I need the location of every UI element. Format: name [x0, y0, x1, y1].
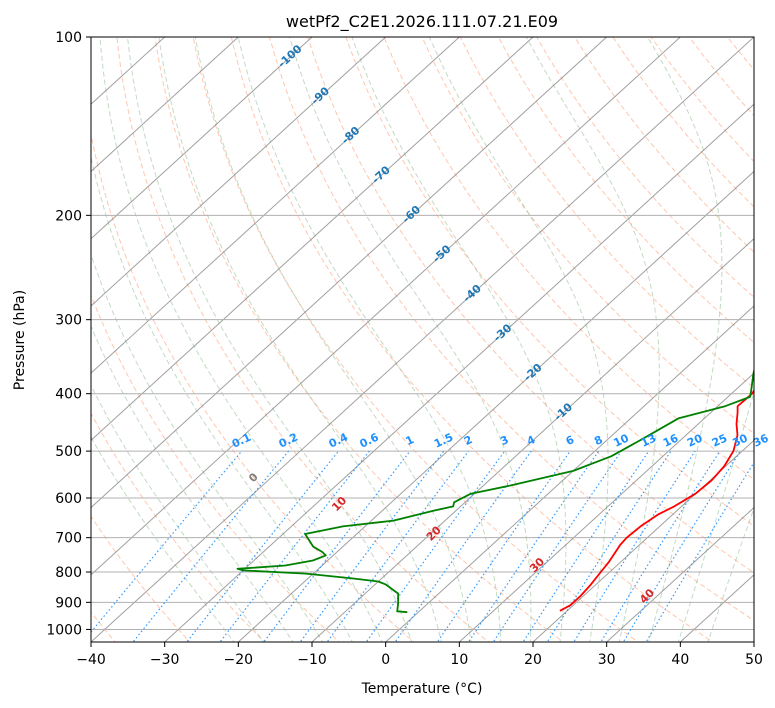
mixing-ratio-line — [600, 450, 721, 642]
x-tick-label: 40 — [671, 652, 689, 668]
isotherm-line — [91, 37, 239, 173]
y-tick-label: 700 — [55, 531, 82, 547]
isotherm-line — [532, 439, 754, 642]
dry-adiabat-line — [91, 131, 415, 642]
y-tick-label: 1000 — [46, 622, 82, 638]
mixing-ratio-label: 36 — [751, 431, 771, 449]
axes: −40 −30 −20 −10 0 10 20 30 40 50 1000 900 800 700 600 5… — [46, 30, 763, 668]
mixing-ratio-label: 13 — [639, 432, 658, 450]
mixing-ratio-line — [326, 450, 469, 642]
x-tick-label: 10 — [450, 652, 468, 668]
isotherm-line — [91, 37, 754, 642]
moist-adiabat-line — [99, 37, 383, 642]
mixing-ratio-label: 16 — [661, 431, 681, 449]
isotherm-line — [91, 37, 534, 442]
moist-adiabat-line — [126, 37, 413, 642]
x-tick-label: −30 — [150, 652, 180, 668]
mixing-ratio-line — [219, 450, 370, 642]
mixing-ratio-label: 30 — [730, 431, 750, 449]
isotherm-line — [91, 37, 313, 240]
x-tick-label: 30 — [598, 652, 616, 668]
mixing-ratio-line — [394, 450, 532, 642]
dewpoint-profile-line — [236, 367, 754, 614]
mixing-ratio-label: 25 — [710, 432, 729, 450]
x-tick-label: 20 — [524, 652, 542, 668]
mixing-ratio-line — [467, 450, 600, 642]
y-tick-label: 800 — [55, 565, 82, 581]
isotherm-line — [385, 305, 754, 642]
mixing-ratio-line — [492, 450, 622, 642]
y-tick-label: 400 — [55, 387, 82, 403]
dry-adiabat-line — [345, 37, 754, 527]
background-lines — [91, 37, 754, 642]
x-tick-label: −20 — [224, 652, 254, 668]
mixing-ratio-line — [436, 450, 571, 642]
mixing-ratio-line — [573, 450, 696, 642]
dry-adiabat-line — [536, 37, 754, 298]
mixing-ratio-label: 20 — [685, 431, 705, 449]
y-tick-label: 200 — [55, 208, 82, 224]
x-tick-label: 50 — [745, 652, 763, 668]
mixing-ratio-line — [522, 450, 650, 642]
y-tick-label: 300 — [55, 313, 82, 329]
mixing-ratio-label: 10 — [612, 431, 632, 449]
isotherm-line — [164, 103, 754, 642]
y-tick-label: 600 — [55, 491, 82, 507]
mixing-ratio-line — [622, 450, 741, 642]
temperature-profile-line — [559, 388, 754, 612]
moist-adiabat-line — [91, 436, 235, 642]
mixing-ratio-line — [365, 450, 506, 642]
x-tick-label: 0 — [381, 652, 390, 668]
data-series — [236, 367, 754, 614]
isotherm-line — [91, 37, 460, 374]
y-axis-label: Pressure (hPa) — [12, 290, 28, 390]
mixing-ratio-line — [186, 450, 340, 642]
x-axis-label: Temperature (°C) — [361, 681, 483, 697]
mixing-ratio-line — [132, 450, 290, 642]
isotherm-line — [311, 237, 754, 642]
x-tick-label: −40 — [76, 652, 106, 668]
chart-title: wetPf2_C2E1.2026.111.07.21.E09 — [286, 12, 558, 32]
x-tick-label: −10 — [297, 652, 327, 668]
isotherm-line — [91, 37, 681, 576]
y-tick-label: 100 — [55, 30, 82, 46]
isotherm-line — [237, 170, 754, 642]
isotherm-line — [91, 37, 387, 307]
isotherm-line — [458, 372, 754, 642]
y-tick-label: 500 — [55, 444, 82, 460]
mixing-ratio-line — [546, 450, 672, 642]
isotherm-line — [91, 37, 608, 509]
plot-frame — [90, 36, 755, 643]
dry-adiabat-line — [307, 37, 754, 574]
isotherm-line — [606, 506, 754, 642]
y-tick-label: 900 — [55, 595, 82, 611]
dry-adiabat-line — [383, 37, 754, 481]
dry-adiabat-line — [459, 37, 754, 389]
